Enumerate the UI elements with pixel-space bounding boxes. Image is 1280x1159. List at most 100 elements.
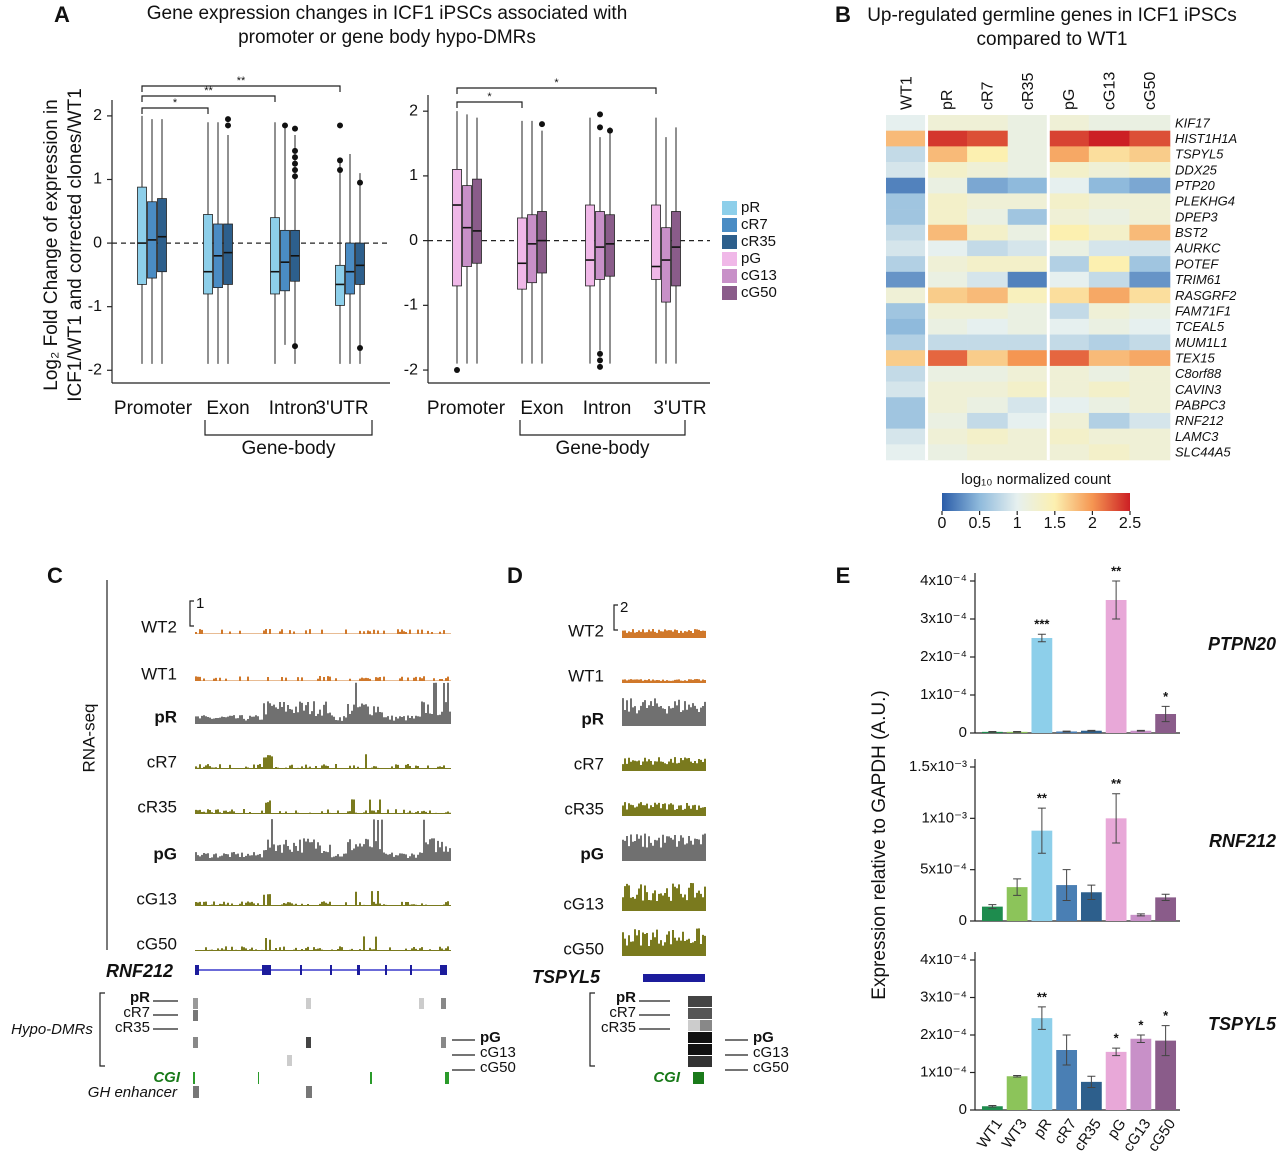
- row-label: PLEKHG4: [1175, 194, 1235, 209]
- exon: [262, 965, 271, 975]
- significance-label: *: [1163, 1008, 1169, 1023]
- dmr-block: [700, 1020, 712, 1031]
- y-tick-label: 0: [959, 912, 967, 929]
- outlier: [225, 122, 231, 129]
- heatmap-cell: [967, 271, 1009, 288]
- heatmap-cell: [1007, 318, 1049, 335]
- heatmap-cell: [886, 444, 927, 461]
- heatmap-cell: [886, 224, 927, 241]
- heatmap-cell: [1088, 271, 1130, 288]
- row-label: BST2: [1175, 225, 1208, 240]
- error-bar: [1136, 729, 1145, 732]
- heatmap-cell: [886, 130, 927, 147]
- heatmap-cell: [1007, 209, 1049, 226]
- row-label: FAM71F1: [1175, 303, 1231, 318]
- colorbar-tick-label: 0: [938, 515, 947, 532]
- dmr-sample: cG50: [753, 1059, 789, 1076]
- dmr-block: [688, 1008, 700, 1019]
- dmr-sample: cG13: [753, 1044, 789, 1061]
- y-tick-label: 2x10⁻⁴: [920, 1026, 967, 1043]
- track-label: pG: [580, 844, 604, 863]
- row-label: MUM1L1: [1175, 335, 1228, 350]
- y-tick-label: 4x10⁻⁴: [920, 572, 967, 589]
- dmr-sample: cG50: [480, 1059, 516, 1076]
- track-label: WT1: [568, 666, 604, 685]
- coverage-track: [195, 819, 451, 861]
- heatmap-cell: [926, 177, 968, 194]
- y-axis-label: Expression relative to GAPDH (A.U.): [869, 690, 890, 999]
- heatmap-cell: [1007, 303, 1049, 320]
- dmr-block: [700, 996, 712, 1007]
- heatmap-cell: [1007, 115, 1049, 131]
- dmr-label: Hypo-DMRs: [11, 1021, 93, 1038]
- track-label: pR: [154, 707, 177, 726]
- x-tick-label: Intron: [269, 398, 318, 419]
- coverage-track: [622, 629, 706, 638]
- heatmap-cell: [967, 318, 1009, 335]
- box: [527, 214, 537, 284]
- row-label: PABPC3: [1175, 398, 1226, 413]
- heatmap-cell: [1048, 177, 1090, 194]
- track-label: cR7: [147, 752, 177, 771]
- box: [671, 211, 681, 287]
- bar: [1006, 887, 1028, 921]
- significance-label: **: [204, 85, 213, 97]
- outlier: [282, 122, 288, 129]
- outlier: [597, 124, 603, 131]
- heatmap-cell: [1088, 303, 1130, 320]
- column-label: cG13: [1101, 72, 1118, 110]
- outlier: [292, 166, 298, 173]
- heatmap-cell: [1088, 115, 1130, 131]
- heatmap-cell: [926, 130, 968, 147]
- column-label: pR: [939, 90, 956, 110]
- heatmap-cell: [967, 193, 1009, 210]
- x-tick-label: cR35: [1071, 1116, 1105, 1154]
- row-label: POTEF: [1175, 256, 1219, 271]
- heatmap-cell: [1048, 271, 1090, 288]
- box: [537, 211, 547, 274]
- heatmap-cell: [1088, 256, 1130, 273]
- chart-title: compared to WT1: [977, 29, 1128, 50]
- heatmap-cell: [1007, 350, 1049, 367]
- heatmap-cell: [1088, 381, 1130, 398]
- heatmap-cell: [1129, 412, 1171, 429]
- chart-title: TSPYL5: [1208, 1014, 1277, 1034]
- error-bar: [1112, 793, 1121, 844]
- error-bar: [1136, 913, 1145, 917]
- bar: [1130, 914, 1152, 921]
- heatmap-cell: [1007, 381, 1049, 398]
- heatmap-cell: [1048, 224, 1090, 241]
- panel-label: C: [47, 563, 63, 588]
- heatmap-cell: [1007, 177, 1049, 194]
- y-tick-label: 3x10⁻⁴: [920, 610, 967, 627]
- heatmap-cell: [926, 365, 968, 382]
- heatmap-cell: [1088, 224, 1130, 241]
- bar: [1031, 1018, 1053, 1110]
- x-tick-label: Exon: [206, 398, 249, 419]
- bar: [1031, 638, 1053, 733]
- error-bar: [1062, 1034, 1071, 1066]
- significance-label: **: [1037, 791, 1048, 806]
- bar: [1080, 730, 1102, 733]
- significance-bracket: [456, 87, 657, 94]
- box: [335, 264, 345, 306]
- heatmap-cell: [886, 146, 927, 163]
- heatmap-cell: [967, 444, 1009, 461]
- dmr-block: [700, 1008, 712, 1019]
- bar: [981, 1106, 1003, 1110]
- box: [517, 217, 527, 290]
- heatmap-cell: [1048, 334, 1090, 351]
- cgi-block: [693, 1072, 704, 1084]
- row-label: RASGRF2: [1175, 288, 1237, 303]
- track-label: cG13: [136, 889, 177, 908]
- group-bracket: [519, 420, 686, 436]
- heatmap-cell: [926, 412, 968, 429]
- y-tick-label: 2: [93, 107, 102, 124]
- heatmap-cell: [886, 397, 927, 414]
- dmr-block: [193, 1037, 198, 1048]
- heatmap-cell: [926, 256, 968, 273]
- heatmap-cell: [1088, 177, 1130, 194]
- legend-swatch: [722, 252, 737, 266]
- error-bar: [1087, 884, 1096, 900]
- bar: [1130, 1038, 1152, 1110]
